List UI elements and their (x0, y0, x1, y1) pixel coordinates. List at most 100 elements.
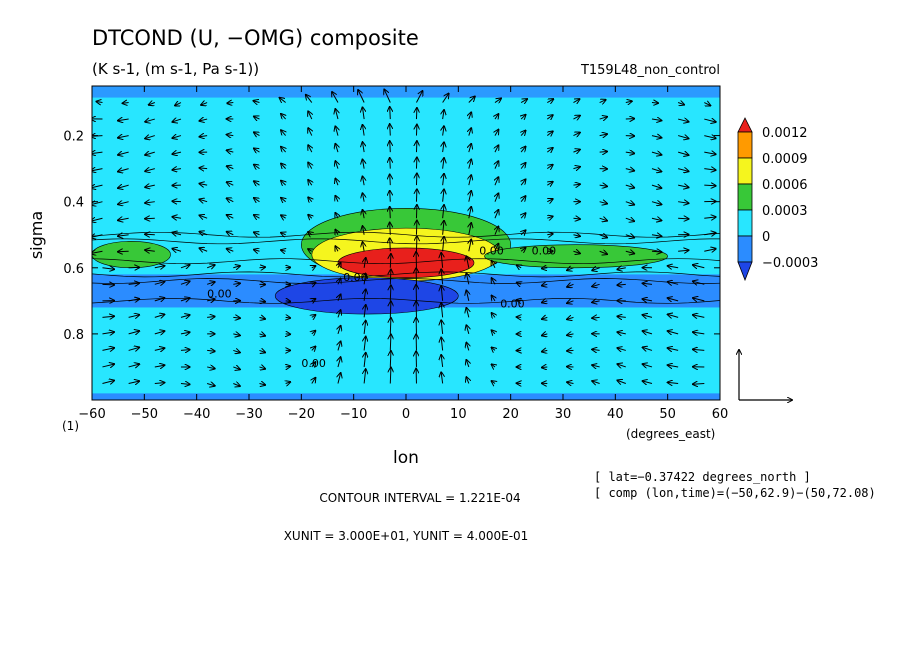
wind-vector (286, 301, 291, 302)
wind-vector (573, 251, 579, 253)
wind-vector (390, 238, 391, 252)
wind-vector (172, 249, 182, 252)
wind-vector (651, 251, 661, 252)
wind-vector (643, 299, 653, 301)
wind-vector (118, 136, 129, 138)
wind-vector (180, 315, 190, 317)
wind-vector (573, 150, 579, 153)
wind-vector (494, 98, 501, 102)
wind-vector (335, 179, 338, 186)
wind-vector (704, 217, 715, 218)
wind-vector (469, 175, 471, 186)
colorbar-label: 0 (762, 230, 770, 245)
wind-vector (145, 152, 155, 155)
wind-vector (466, 308, 468, 318)
wind-vector (643, 381, 653, 383)
wind-vector (668, 298, 679, 301)
wind-vector (592, 381, 600, 383)
contour-interval: CONTOUR INTERVAL = 1.221E-04 (319, 491, 520, 505)
wind-vector (180, 383, 190, 384)
wind-vector (668, 282, 679, 285)
wind-vector (200, 136, 208, 137)
wind-vector (172, 136, 182, 139)
info-line-comp: [ comp (lon,time)=(−50,62.9)−(50,72.08) (594, 486, 876, 500)
wind-vector (312, 315, 316, 317)
wind-vector (338, 263, 341, 268)
wind-vector (102, 268, 114, 269)
wind-vector (390, 191, 391, 202)
wind-vector (599, 251, 607, 254)
reference-vector (739, 350, 792, 400)
wind-vector (227, 150, 234, 152)
colorbar-label: −0.0003 (762, 256, 818, 271)
unit-scales: XUNIT = 3.000E+01, YUNIT = 4.000E-01 (284, 529, 529, 543)
info-line-lat: [ lat=−0.37422 degrees_north ] (594, 470, 811, 484)
colorbar-segment (737, 209, 753, 237)
wind-vector (441, 303, 442, 318)
wind-vector (693, 281, 705, 284)
x-tick-label: −30 (235, 407, 262, 422)
wind-vector (206, 383, 215, 385)
wind-vector (643, 283, 653, 284)
wind-vector (704, 136, 715, 139)
colorbar-label: 0.0003 (762, 204, 808, 219)
contour-label: 0.00 (301, 357, 326, 370)
wind-vector (312, 283, 316, 285)
wind-vector (668, 382, 679, 383)
wind-vector (200, 248, 208, 251)
wind-vector (312, 299, 316, 301)
wind-vector (521, 179, 525, 186)
wind-vector (495, 145, 498, 153)
wind-vector (335, 144, 338, 153)
wind-vector (390, 107, 391, 120)
wind-vector (651, 103, 658, 104)
wind-vector (207, 317, 215, 318)
wind-vector (390, 368, 391, 384)
wind-vector (592, 317, 600, 318)
wind-vector (128, 315, 140, 318)
wind-vector (651, 235, 661, 237)
wind-vector (668, 266, 679, 268)
wind-vector (128, 283, 140, 284)
wind-vector (599, 185, 607, 186)
wind-vector (363, 160, 365, 169)
wind-vector (617, 316, 626, 317)
wind-vector (443, 237, 444, 252)
wind-vector (364, 274, 366, 285)
wind-vector (92, 235, 103, 238)
wind-vector (693, 315, 705, 317)
wind-vector (259, 301, 265, 302)
wind-vectors (92, 90, 716, 387)
wind-vector (651, 119, 661, 120)
wind-vector (118, 152, 129, 155)
wind-vector (599, 134, 607, 135)
wind-vector (259, 267, 265, 268)
x-axis: −60 −50 −40 −30 −20 −10 0 10 20 30 40 50 60 (78, 86, 728, 422)
wind-vector (154, 298, 165, 301)
wind-vector (678, 250, 688, 251)
wind-vector (154, 314, 165, 317)
wind-vector (469, 112, 471, 120)
colorbar-bottom-triangle (737, 261, 753, 282)
wind-vector (233, 383, 240, 386)
x-tick-label: −60 (78, 407, 105, 422)
wind-vector (308, 111, 312, 120)
wind-vector (154, 331, 165, 334)
wind-vector (92, 185, 103, 188)
wind-vector (643, 364, 653, 367)
wind-vector (625, 202, 634, 205)
wind-vector (335, 161, 338, 169)
wind-vector (469, 128, 471, 136)
wind-vector (363, 242, 365, 252)
wind-vector (617, 348, 626, 350)
wind-vector (443, 158, 444, 169)
wind-vector (492, 313, 495, 317)
wind-vector (233, 266, 240, 268)
wind-vector (547, 216, 552, 218)
colorbar-label: 0.0009 (762, 152, 808, 167)
wind-vector (180, 281, 190, 284)
wind-vector (704, 233, 715, 235)
wind-vector (678, 218, 688, 219)
wind-vector (207, 299, 215, 301)
